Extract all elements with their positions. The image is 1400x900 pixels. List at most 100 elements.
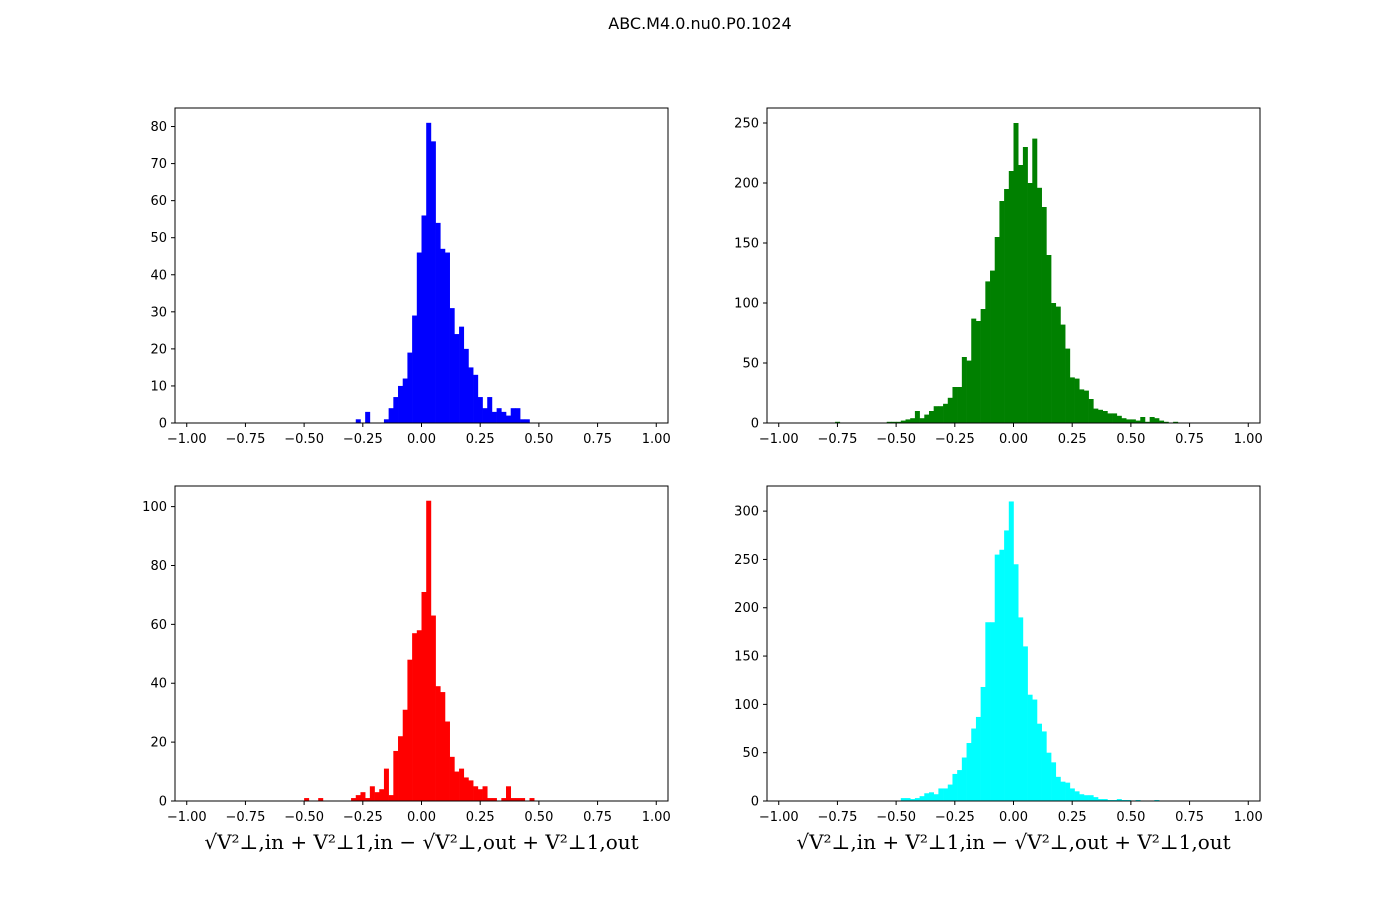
histogram-bar <box>402 378 408 423</box>
histogram-bar <box>1027 694 1033 801</box>
histogram-bar <box>506 415 512 423</box>
histogram-bar <box>412 315 418 423</box>
histogram-bar <box>1098 799 1104 801</box>
y-tick-label: 10 <box>150 379 167 394</box>
histogram-bar <box>449 308 455 423</box>
x-tick-label: 0.50 <box>1116 810 1145 825</box>
histogram-bar <box>416 630 422 801</box>
histogram-panel-top-right: −1.00 −0.75 −0.50 −0.25 0.00 0.25 0.50 0.75 1.00… <box>734 107 1263 447</box>
histogram-bar <box>365 411 371 423</box>
x-tick-label: −0.25 <box>935 810 975 825</box>
histogram-bar <box>388 408 394 423</box>
histogram-bar <box>369 786 375 801</box>
histogram-bar <box>360 792 366 801</box>
histogram-bar <box>482 786 488 801</box>
x-tick-label: 0.25 <box>1058 432 1087 447</box>
histogram-bar <box>383 419 389 423</box>
histogram-bar <box>928 411 934 423</box>
x-tick-label: −0.50 <box>284 810 324 825</box>
y-tick-label: 80 <box>150 559 167 574</box>
histogram-bar <box>1093 408 1099 423</box>
x-tick-label: 0.75 <box>1175 432 1204 447</box>
histogram-bar <box>1126 419 1132 423</box>
histogram-bar <box>1121 418 1127 423</box>
y-tick-label: 0 <box>751 417 759 432</box>
histogram-bar <box>1036 187 1042 423</box>
histogram-bar <box>1112 413 1118 423</box>
figure-title: ABC.M4.0.nu0.P0.1024 <box>608 14 792 33</box>
x-tick-label: −0.25 <box>343 810 383 825</box>
x-tick-label: −0.25 <box>935 432 975 447</box>
histogram-bar <box>393 397 399 423</box>
x-tick-label: 0.00 <box>999 432 1028 447</box>
histogram-bar <box>1027 183 1033 423</box>
histogram-bar <box>1032 699 1038 801</box>
histogram-bar <box>914 411 920 423</box>
histogram-bar <box>477 789 483 801</box>
histogram-bar <box>496 408 502 423</box>
histogram-bar <box>985 281 991 423</box>
histogram-bar <box>421 215 427 423</box>
x-tick-label: 0.00 <box>407 810 436 825</box>
histogram-bar <box>1135 420 1141 423</box>
x-tick-label: 0.25 <box>466 432 495 447</box>
histogram-bar <box>501 411 507 423</box>
x-tick-label: −0.75 <box>818 810 858 825</box>
x-tick-label: −1.00 <box>167 810 207 825</box>
histogram-bar <box>900 798 906 801</box>
histogram-bar <box>980 686 986 801</box>
x-tick-label: 1.00 <box>642 810 671 825</box>
x-axis-label-bottom-left: √V²⊥,in + V²⊥1,in − √V²⊥,out + V²⊥1,out <box>175 830 668 854</box>
y-tick-label: 50 <box>742 357 759 372</box>
histogram-bar <box>318 798 324 801</box>
histogram-bar <box>520 798 526 801</box>
x-tick-label: 1.00 <box>1234 810 1263 825</box>
histogram-bar <box>1004 189 1010 423</box>
x-tick-label: 0.75 <box>583 810 612 825</box>
histogram-bar <box>468 367 474 423</box>
y-tick-label: 50 <box>742 746 759 761</box>
x-tick-label: −0.75 <box>226 432 266 447</box>
x-tick-label: −0.50 <box>284 432 324 447</box>
histogram-bar <box>454 334 460 423</box>
x-tick-label: 1.00 <box>642 432 671 447</box>
histogram-bar <box>473 786 479 801</box>
y-tick-label: 150 <box>734 650 759 665</box>
histogram-bar <box>924 793 930 801</box>
histogram-bar <box>1159 420 1165 423</box>
histogram-bar <box>1041 731 1047 801</box>
histogram-bar <box>990 270 996 423</box>
histogram-bar <box>1102 411 1108 423</box>
histogram-bar <box>1046 752 1052 801</box>
histogram-bar <box>990 622 996 801</box>
histogram-bar <box>1163 421 1169 423</box>
histogram-bar <box>398 736 404 801</box>
y-tick-label: 100 <box>734 297 759 312</box>
x-tick-label: 0.75 <box>583 432 612 447</box>
histogram-bar <box>435 686 441 801</box>
histogram-bar <box>463 348 469 423</box>
y-tick-label: 20 <box>150 342 167 357</box>
histogram-bar <box>1130 419 1136 423</box>
histogram-bar <box>402 709 408 801</box>
histogram-bar <box>938 788 944 801</box>
y-tick-label: 20 <box>150 736 167 751</box>
histogram-bar <box>459 768 465 801</box>
histogram-bar <box>421 591 427 801</box>
histogram-bar <box>1069 788 1075 801</box>
y-tick-label: 40 <box>150 677 167 692</box>
histogram-bar <box>910 799 916 801</box>
histogram-bar <box>985 622 991 801</box>
histogram-bar <box>1022 147 1028 423</box>
histogram-panel-top-left: −1.00 −0.75 −0.50 −0.25 0.00 0.25 0.50 0.75 1.00… <box>150 107 671 447</box>
histogram-bar <box>491 411 497 423</box>
histogram-bar <box>966 743 972 801</box>
histogram-bar <box>1004 530 1010 801</box>
histogram-bar <box>426 122 432 423</box>
histogram-bar <box>952 773 958 801</box>
histogram-bar <box>1074 791 1080 801</box>
histogram-bar <box>975 716 981 801</box>
y-tick-label: 200 <box>734 177 759 192</box>
histogram-bar <box>398 385 404 423</box>
